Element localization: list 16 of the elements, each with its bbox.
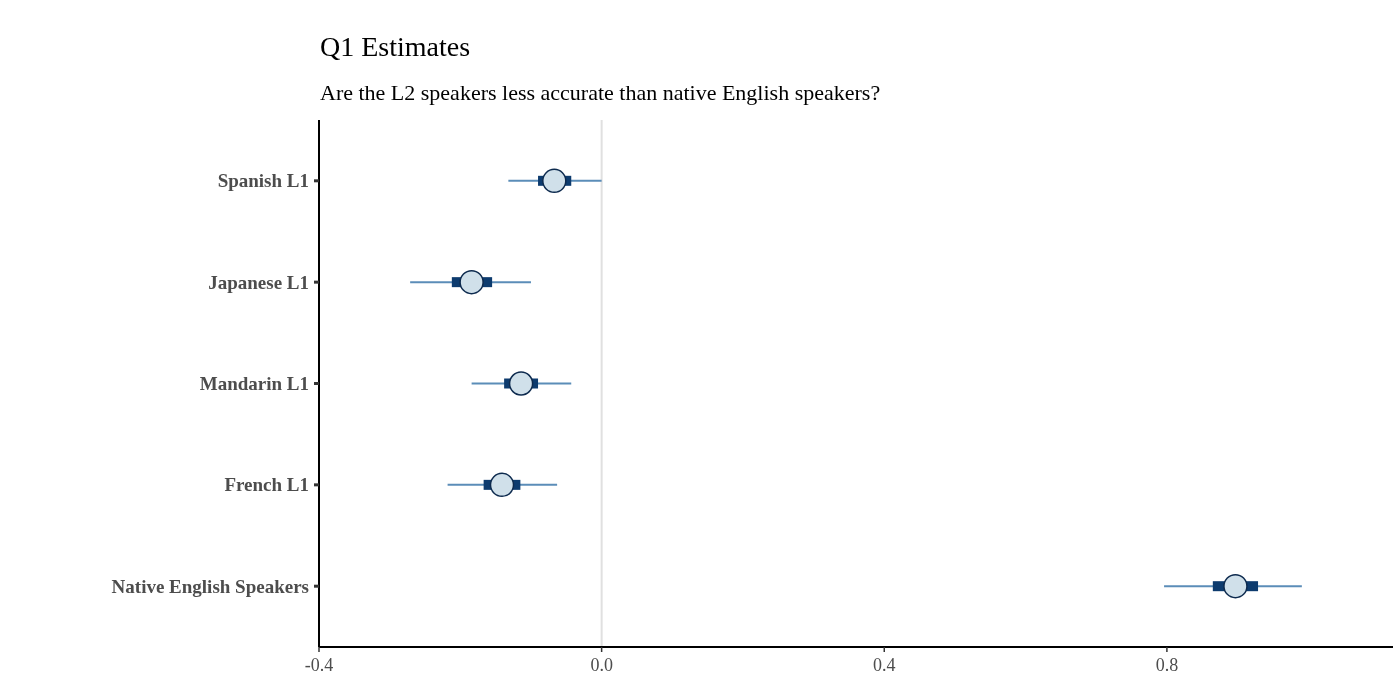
point (508, 371, 534, 396)
chart-subtitle: Are the L2 speakers less accurate than native English speakers? (320, 80, 881, 105)
y-tick-label: Native English Speakers (111, 575, 309, 597)
point (542, 168, 567, 194)
x-tick-label: 0.0 (590, 655, 613, 675)
y-tick-label: Mandarin L1 (199, 373, 309, 394)
y-tick-label: Japanese L1 (208, 271, 309, 293)
chart-title: Q1 Estimates (320, 31, 471, 62)
x-tick-label: 0.8 (1155, 655, 1179, 675)
x-tick-label: 0.4 (873, 655, 896, 675)
y-tick-label: French L1 (224, 474, 309, 496)
point (1223, 573, 1248, 599)
x-tick-label: -0.4 (304, 655, 334, 675)
point (459, 269, 484, 295)
y-tick-label: Spanish L1 (217, 170, 309, 192)
point (489, 472, 515, 498)
